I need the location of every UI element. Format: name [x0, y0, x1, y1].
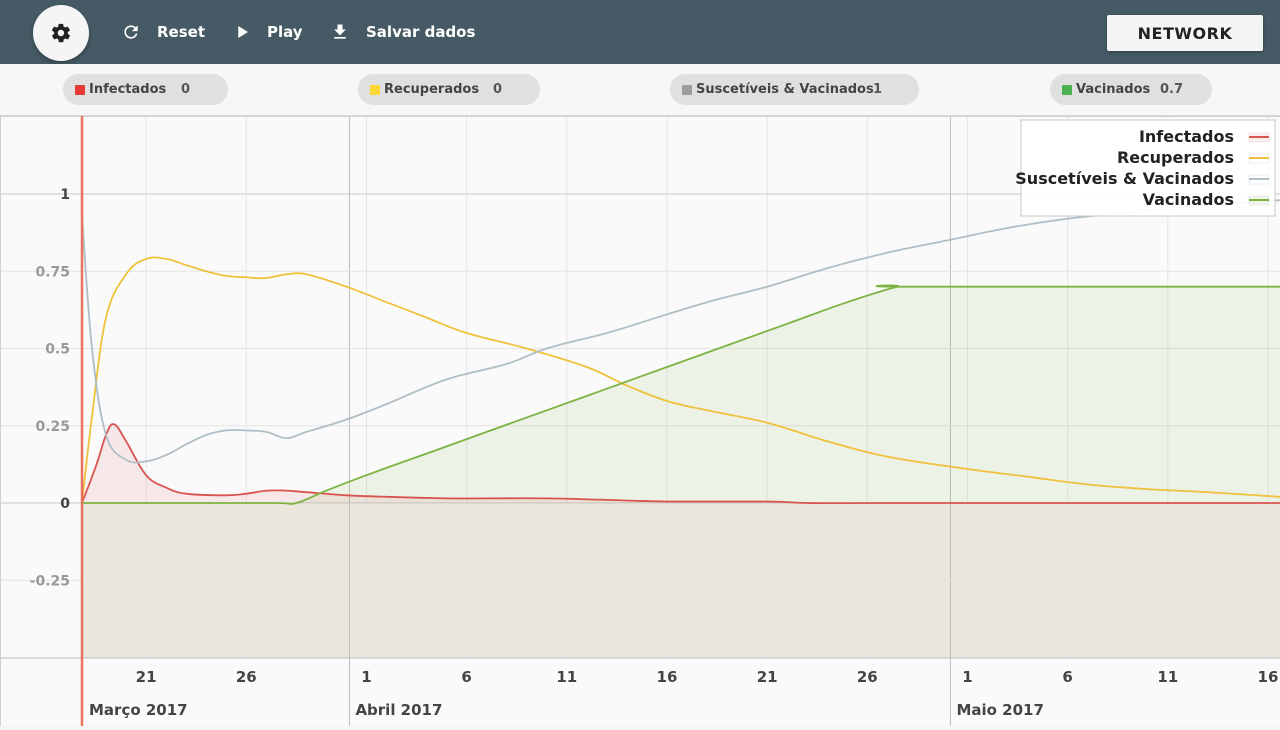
x-tick-label: 21	[136, 668, 157, 686]
y-axis: 1 0.75 0.5 0.25 0 -0.25	[30, 187, 71, 589]
toolbar: Reset Play Salvar dados NETWORK	[0, 0, 1280, 64]
x-tick-label: 11	[556, 668, 577, 686]
series-line-vacinados[interactable]	[81, 284, 1280, 505]
chart-svg[interactable]: 10.750.50.250-0.25 21 26 1 6 11 16 21 26 1 6 11 16M…	[0, 116, 1280, 726]
month-label: Março 2017	[89, 701, 188, 719]
play-icon	[238, 26, 248, 38]
chip-value: 0	[493, 82, 503, 97]
chip-recuperados[interactable]: Recuperados 0	[358, 74, 540, 105]
y-tick-label: 0.75	[35, 264, 70, 280]
recuperados-swatch	[370, 84, 380, 95]
series-area-vacinados	[82, 285, 1280, 504]
refresh-icon	[124, 25, 138, 39]
legend-label: Suscetíveis & Vacinados	[1015, 169, 1234, 188]
chip-label: Vacinados	[1076, 82, 1151, 97]
legend-box	[1020, 119, 1276, 217]
month-label: Abril 2017	[355, 701, 442, 719]
chip-vacinados[interactable]: Vacinados 0.7	[1050, 74, 1212, 105]
chip-label: Suscetíveis & Vacinados	[696, 82, 874, 97]
legend-swatch	[1248, 195, 1270, 206]
save-data-label: Salvar dados	[366, 23, 476, 41]
legend-swatch	[1248, 132, 1270, 143]
y-tick-label: 0	[60, 496, 70, 512]
x-tick-label: 1	[962, 668, 972, 686]
chip-suscetiveis-vacinados[interactable]: Suscetíveis & Vacinados 1	[670, 74, 919, 105]
x-tick-label: 6	[1062, 668, 1072, 686]
y-tick-label: 1	[60, 187, 70, 203]
chip-infectados[interactable]: Infectados 0	[63, 74, 228, 105]
infectados-swatch	[75, 84, 85, 95]
legend-swatch	[1248, 153, 1270, 164]
series-line-recuperados[interactable]	[81, 256, 1280, 504]
x-tick-label: 16	[1258, 668, 1279, 686]
vacinados-swatch	[1062, 84, 1072, 95]
chip-label: Infectados	[89, 82, 167, 97]
series-line-suscetiveis-vacinados[interactable]	[81, 199, 1280, 464]
y-tick-label: -0.25	[30, 573, 70, 589]
x-tick-label: 26	[857, 668, 878, 686]
x-tick-label: 1	[361, 668, 371, 686]
series-line-infectados[interactable]	[81, 423, 1280, 505]
legend-label: Recuperados	[1117, 148, 1234, 167]
x-tick-label: 21	[757, 668, 778, 686]
chip-label: Recuperados	[384, 82, 480, 97]
chip-value: 1	[873, 82, 883, 97]
play-button[interactable]: Play	[233, 20, 303, 44]
legend-swatch	[1248, 174, 1270, 185]
x-tick-label: 11	[1157, 668, 1178, 686]
x-tick-label: 26	[236, 668, 257, 686]
chip-value: 0	[181, 82, 191, 97]
y-tick-label: 0.5	[45, 342, 70, 358]
chart-legend: Infectados Recuperados Suscetíveis & Vacin…	[1015, 119, 1276, 217]
gear-icon	[51, 23, 70, 43]
network-button[interactable]: NETWORK	[1107, 15, 1263, 51]
legend-label: Vacinados	[1143, 190, 1234, 209]
series-lines	[81, 199, 1280, 505]
x-tick-label: 6	[461, 668, 471, 686]
suscetiveis-swatch	[682, 84, 692, 95]
chip-value: 0.7	[1160, 82, 1184, 97]
save-data-button[interactable]: Salvar dados	[330, 20, 475, 44]
play-label: Play	[267, 23, 303, 41]
reset-button[interactable]: Reset	[121, 20, 205, 44]
y-tick-label: 0.25	[35, 419, 70, 435]
time-series-chart[interactable]: 1 0.75 0.5 0.25 0 -0.25 21 26 1 6 11 16 21 26 1 6 11 16 M…	[0, 116, 1280, 726]
x-tick-label: 16	[657, 668, 678, 686]
month-label: Maio 2017	[956, 701, 1043, 719]
legend-chip-row: Infectados 0 Recuperados 0 Suscetíveis &…	[0, 64, 1280, 116]
settings-button[interactable]	[33, 5, 89, 61]
download-icon	[334, 24, 346, 39]
legend-label: Infectados	[1139, 127, 1234, 146]
reset-label: Reset	[157, 23, 205, 41]
